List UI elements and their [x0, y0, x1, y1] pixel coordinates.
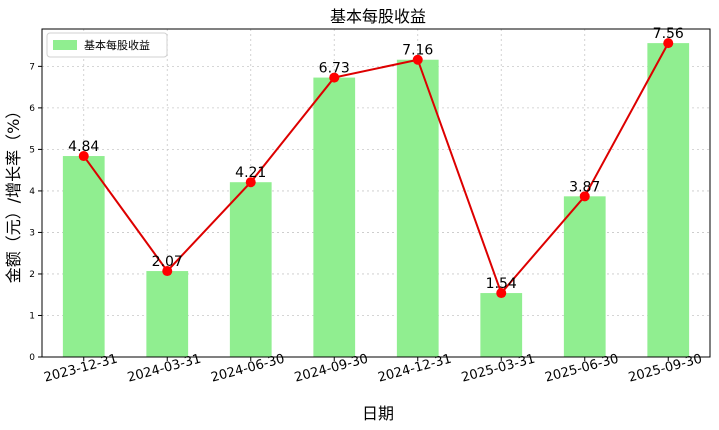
bar: [647, 43, 690, 357]
line-marker: [663, 38, 674, 49]
legend-label: 基本每股收益: [84, 38, 150, 52]
data-label: 7.56: [653, 26, 684, 42]
line-marker: [78, 151, 89, 162]
data-label: 7.16: [402, 43, 433, 59]
marker-layer: [78, 38, 674, 299]
data-label: 2.07: [152, 254, 183, 270]
bar: [563, 196, 606, 357]
data-label: 6.73: [319, 61, 350, 77]
data-label: 3.87: [569, 179, 600, 195]
data-label: 1.54: [486, 276, 517, 292]
x-axis-label: 日期: [362, 404, 394, 423]
legend: 基本每股收益: [46, 32, 168, 58]
line-marker: [162, 266, 173, 277]
y-tick-label: 0: [29, 353, 35, 363]
grid: [42, 29, 710, 358]
series-line: [82, 42, 670, 296]
data-label-layer: 4.84 2.07 4.21 6.73 7.16 1.54 3.87 7.56: [68, 26, 684, 292]
line-marker: [496, 288, 507, 299]
y-tick-label: 2: [29, 270, 35, 280]
legend-box: [46, 32, 168, 58]
bar: [62, 156, 105, 357]
data-label: 4.84: [68, 139, 99, 155]
bar: [480, 293, 523, 357]
y-axis-label: 金额（元）/增长率（%）: [4, 103, 23, 284]
bar-layer: [62, 43, 690, 358]
line-marker: [412, 54, 423, 65]
bar: [146, 271, 189, 357]
y-tick-label: 5: [29, 145, 35, 155]
y-tick-label: 4: [29, 187, 35, 197]
y-tick-label: 6: [29, 104, 35, 114]
y-tick-label: 1: [29, 311, 35, 321]
legend-swatch: [53, 40, 77, 50]
y-tick-label: 7: [29, 62, 35, 72]
bar: [396, 59, 439, 357]
bar: [313, 77, 356, 358]
line-marker: [329, 72, 340, 83]
line-marker: [579, 191, 590, 202]
line-marker: [245, 177, 256, 188]
bar: [229, 182, 272, 357]
data-label: 4.21: [235, 165, 266, 181]
y-axis-ticks: 0 1 2 3 4 5 6 7: [29, 62, 42, 363]
chart-title: 基本每股收益: [330, 7, 426, 26]
y-tick-label: 3: [29, 228, 35, 238]
plot-frame: [41, 28, 711, 358]
